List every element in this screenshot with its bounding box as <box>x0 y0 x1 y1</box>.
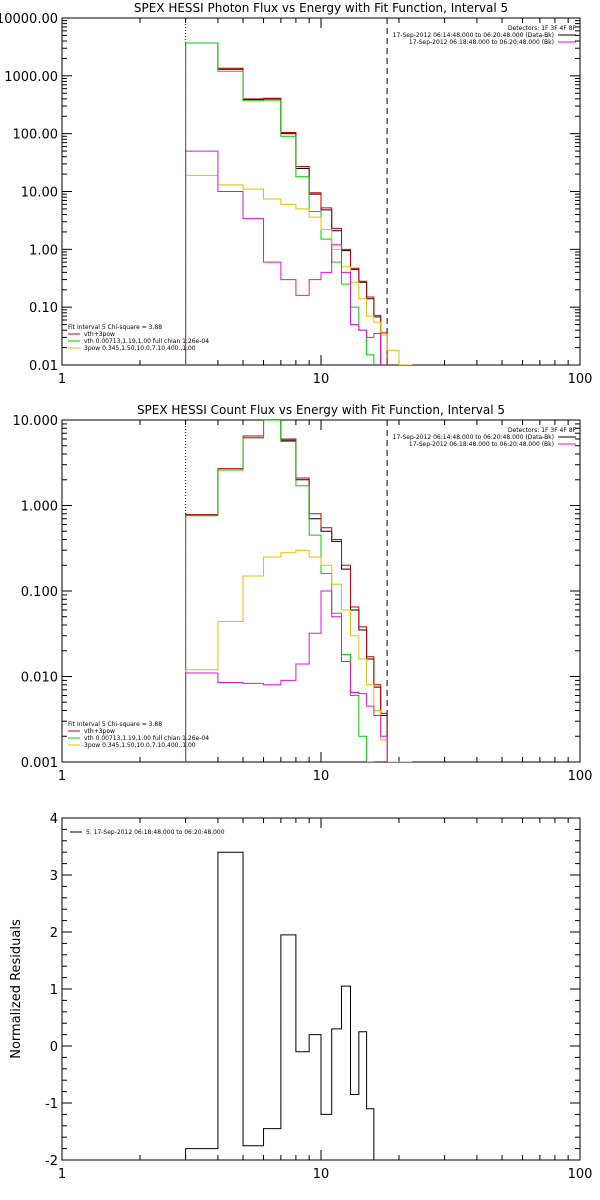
y-tick-label: 1.00 <box>29 243 58 258</box>
series-line-1 <box>185 420 388 762</box>
y-tick-label: 0.01 <box>29 359 58 374</box>
legend-entry: Detectors: 1F 3F 4F 8F <box>508 427 577 434</box>
x-tick-label: 1 <box>58 1167 66 1182</box>
x-tick-label: 1 <box>58 769 66 784</box>
y-axis-label: Normalized Residuals <box>9 919 24 1059</box>
y-tick-label: 1 <box>50 983 58 998</box>
y-tick-label: 100.00 <box>13 128 59 143</box>
legend-entry: vth 0.00713,1.19,1.00 full chian 1.26e-0… <box>84 338 209 345</box>
x-tick-label: 100 <box>568 1167 593 1182</box>
legend-entry: Detectors: 1F 3F 4F 8F <box>508 25 577 32</box>
x-tick-label: 1 <box>58 372 66 387</box>
legend-entry: 17-Sep-2012 06:18:48.000 to 06:20:48.000… <box>409 441 554 448</box>
legend-entry: 17-Sep-2012 06:18:48.000 to 06:20:48.000… <box>409 39 554 46</box>
x-tick-label: 100 <box>568 372 593 387</box>
y-tick-label: 0.100 <box>21 585 58 600</box>
y-tick-label: 0.010 <box>21 671 58 686</box>
y-tick-label: 2 <box>50 926 58 941</box>
y-tick-label: 1000.00 <box>4 70 58 85</box>
x-tick-label: 10 <box>313 372 330 387</box>
chart-title: SPEX HESSI Photon Flux vs Energy with Fi… <box>134 1 508 15</box>
x-tick-label: 10 <box>313 1167 330 1182</box>
series-line-5 <box>185 590 388 762</box>
series-line-1 <box>185 851 388 1160</box>
legend-entry: 17-Sep-2012 06:14:48.000 to 06:20:48.000… <box>393 434 554 441</box>
y-tick-label: 10000.00 <box>0 12 58 27</box>
legend-entry: vth+3pow <box>84 331 115 338</box>
x-tick-label: 100 <box>568 769 593 784</box>
series-line-5 <box>185 150 382 365</box>
legend-entry: 3pow 0.345,1.50,10.0,7.10,400.,1.00 <box>84 345 196 352</box>
series-line-2 <box>185 420 388 762</box>
legend-entry: 3pow 0.345,1.50,10.0,7.10,400.,1.00 <box>84 742 196 749</box>
y-tick-label: 0.001 <box>21 756 58 771</box>
y-tick-label: 4 <box>50 812 58 827</box>
chart-panel-2: SPEX HESSI Count Flux vs Energy with Fit… <box>13 403 593 784</box>
legend-entry: vth+3pow <box>84 728 115 735</box>
y-tick-label: 0.10 <box>29 301 58 316</box>
series-line-4 <box>185 174 413 365</box>
series-line-3 <box>185 42 375 365</box>
y-tick-label: -1 <box>45 1097 58 1112</box>
series-line-2 <box>185 42 388 365</box>
legend-entry: Fit Interval 5 Chi-square = 3.88 <box>68 721 162 728</box>
plot-frame <box>61 17 581 366</box>
y-tick-label: 10.00 <box>21 186 58 201</box>
chart-title: SPEX HESSI Count Flux vs Energy with Fit… <box>137 403 505 417</box>
y-tick-label: 3 <box>50 869 58 884</box>
chart-panel-1: SPEX HESSI Photon Flux vs Energy with Fi… <box>0 1 592 387</box>
legend-entry: 5. 17-Sep-2012 06:18:48.000 to 06:20:48.… <box>86 829 225 836</box>
y-tick-label: 1.000 <box>21 500 58 515</box>
series-line-4 <box>185 549 413 762</box>
chart-panel-3: Normalized Residuals 1 10 100 -2 -1 0 1 2 3 4 5. 17… <box>9 812 592 1182</box>
y-tick-label: 10.000 <box>13 414 59 429</box>
y-tick-label: 0 <box>50 1040 58 1055</box>
x-tick-label: 10 <box>313 769 330 784</box>
legend-entry: vth 0.00713,1.19,1.00 full chian 1.26e-0… <box>84 735 209 742</box>
y-tick-label: -2 <box>45 1154 58 1169</box>
legend-entry: Fit Interval 5 Chi-square = 3.88 <box>68 324 162 331</box>
series-line-3 <box>185 420 374 762</box>
legend-entry: 17-Sep-2012 06:14:48.000 to 06:20:48.000… <box>393 32 554 39</box>
